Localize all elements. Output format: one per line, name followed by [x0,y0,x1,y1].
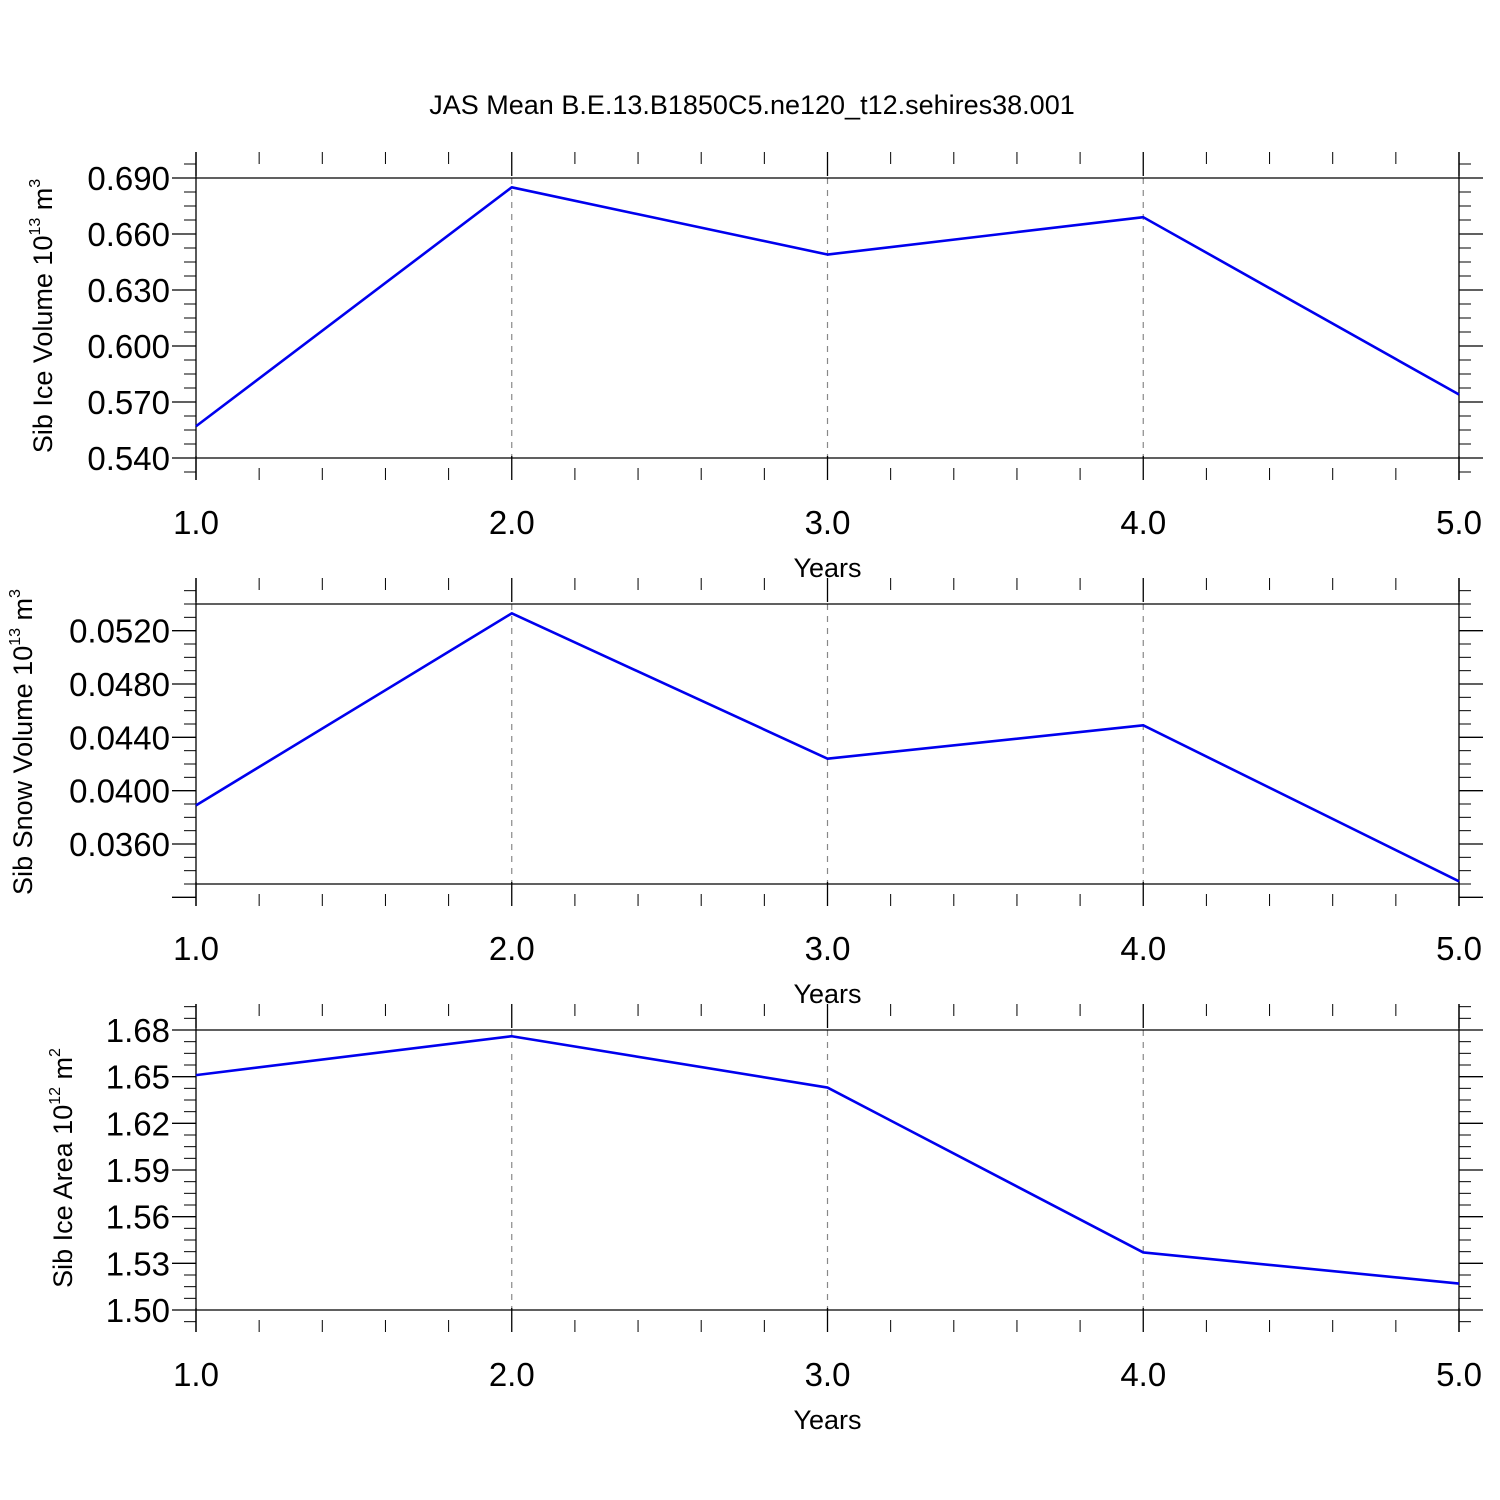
series-line [195,1034,1460,1285]
x-tick-label: 2.0 [489,504,535,541]
x-tick-label: 1.0 [173,504,219,541]
y-tick-label: 0.0520 [69,613,170,650]
panel-2: 0.0360 0.0400 0.0440 0.0480 0.0520 1.0 2.0 3.0 4… [7,578,1483,1009]
panel-1: 0.540 0.570 0.600 0.630 0.660 0.690 1.0 2.0 3.0 4… [27,152,1483,583]
x-tick-label: 4.0 [1120,930,1166,967]
x-tick-label: 4.0 [1120,1356,1166,1393]
y-tick-label: 0.600 [87,328,170,365]
panel-3: 1.50 1.53 1.56 1.59 1.62 1.65 1.68 1.0 2.0 3.0 4.0… [47,1004,1483,1435]
y-tick-label: 1.50 [106,1292,170,1329]
figure-title: JAS Mean B.E.13.B1850C5.ne120_t12.sehire… [429,90,1074,120]
y-tick-label: 1.53 [106,1245,170,1282]
y-tick-label: 1.56 [106,1199,170,1236]
x-tick-label: 5.0 [1436,1356,1482,1393]
y-tick-label: 1.62 [106,1105,170,1142]
series-line [195,186,1460,428]
y-tick-label: 0.540 [87,440,170,477]
y-tick-label: 0.0480 [69,666,170,703]
x-tick-label: 3.0 [805,1356,851,1393]
y-tick-label: 1.65 [106,1059,170,1096]
y-tick-label: 0.690 [87,160,170,197]
x-tick-label: 4.0 [1120,504,1166,541]
x-tick-label: 3.0 [805,504,851,541]
y-axis-label: Sib Ice Volume 1013 m3 [27,179,58,453]
y-axis-label: Sib Snow Volume 1013 m3 [7,589,38,895]
x-tick-label: 3.0 [805,930,851,967]
x-tick-label: 2.0 [489,930,535,967]
x-tick-label: 2.0 [489,1356,535,1393]
y-tick-label: 0.0360 [69,826,170,863]
y-tick-label: 1.59 [106,1152,170,1189]
y-tick-label: 0.660 [87,216,170,253]
y-tick-label: 0.0440 [69,719,170,756]
y-axis-label: Sib Ice Area 1012 m2 [47,1048,78,1288]
x-tick-label: 5.0 [1436,930,1482,967]
series-line [195,612,1460,883]
x-tick-label: 1.0 [173,1356,219,1393]
x-tick-label: 1.0 [173,930,219,967]
x-axis-label: Years [793,1405,861,1435]
y-tick-label: 1.68 [106,1012,170,1049]
y-tick-label: 0.630 [87,272,170,309]
y-tick-label: 0.570 [87,384,170,421]
x-tick-label: 5.0 [1436,504,1482,541]
y-tick-label: 0.0400 [69,773,170,810]
panels: 0.540 0.570 0.600 0.630 0.660 0.690 1.0 2.0 3.0 4… [7,152,1483,1435]
